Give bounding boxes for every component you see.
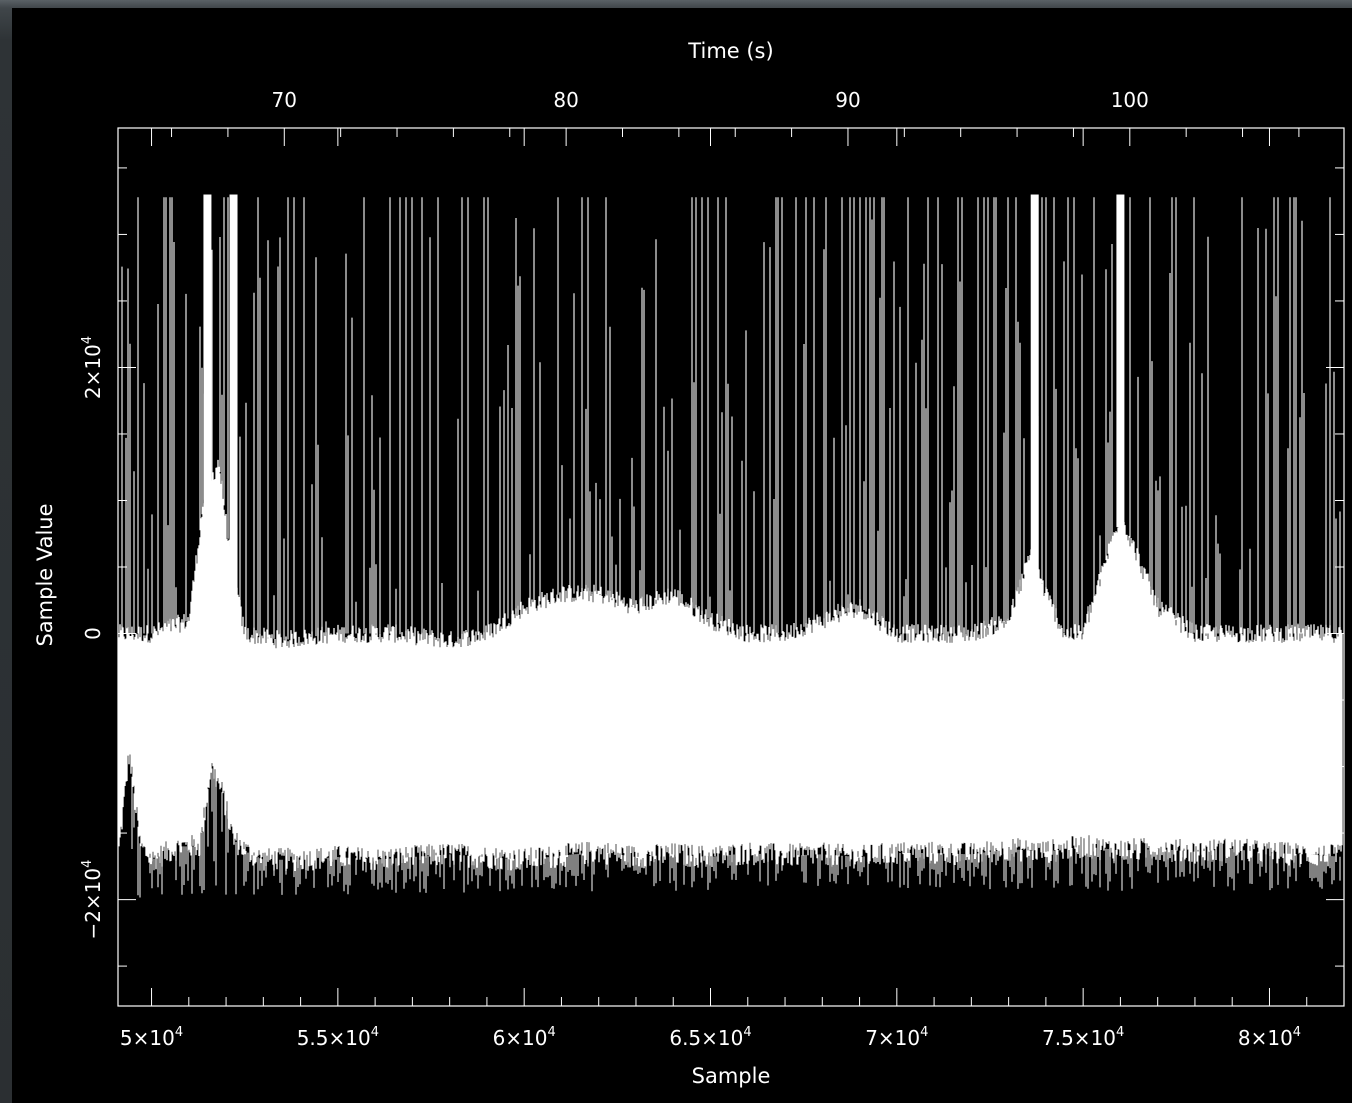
x-axis-label: Sample: [692, 1064, 771, 1088]
x-tick-label: 8×104: [1238, 1025, 1301, 1050]
y-tick-label: 0: [81, 627, 105, 640]
x2-tick-label: 100: [1111, 88, 1149, 112]
signal-core: [118, 459, 1343, 871]
x2-tick-label: 70: [272, 88, 297, 112]
signal-burst: [229, 194, 238, 714]
y-tick-label: −2×104: [80, 860, 105, 940]
tick-labels: 5×104 5.5×104 6×104 6.5×104 7×104 7.5×104 8×10…: [80, 88, 1301, 1050]
signal-spikes-up: [121, 197, 1341, 640]
x2-tick-label: 90: [835, 88, 860, 112]
chart: 5×104 5.5×104 6×104 6.5×104 7×104 7.5×104 8×10…: [33, 39, 1345, 1088]
x-tick-label: 6×104: [493, 1025, 556, 1050]
x-tick-label: 5.5×104: [297, 1025, 379, 1050]
x-tick-label: 6.5×104: [669, 1025, 751, 1050]
x-tick-label: 7.5×104: [1042, 1025, 1124, 1050]
y-axis-label: Sample Value: [33, 503, 57, 646]
signal-trace: [118, 194, 1343, 898]
x2-tick-label: 80: [553, 88, 578, 112]
axis-ticks: [118, 128, 1345, 1006]
signal-burst: [203, 194, 212, 754]
plot-window: 5×104 5.5×104 6×104 6.5×104 7×104 7.5×104 8×10…: [12, 8, 1352, 1103]
signal-burst: [1030, 194, 1039, 594]
signal-burst: [1116, 194, 1125, 528]
signal-spikes-down: [131, 768, 1341, 898]
y-tick-label: 2×104: [80, 336, 105, 399]
x-tick-label: 7×104: [865, 1025, 928, 1050]
x2-axis-label: Time (s): [687, 39, 773, 63]
x-tick-label: 5×104: [120, 1025, 183, 1050]
